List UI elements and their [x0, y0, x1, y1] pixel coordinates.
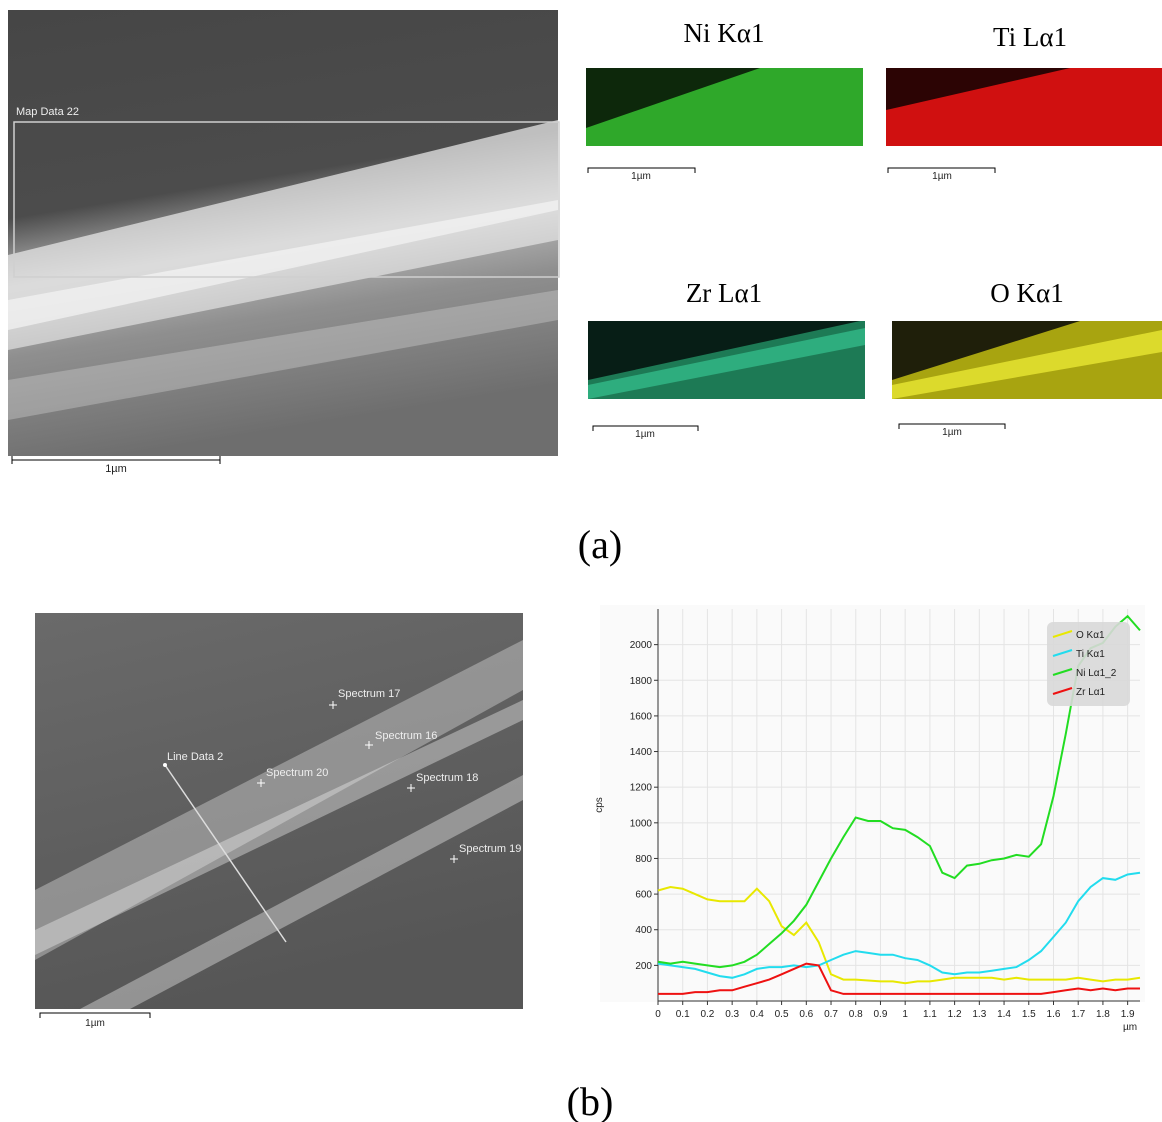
scale-label: 1µm — [631, 171, 651, 182]
sem-image-a — [8, 10, 560, 456]
data-line — [657, 871, 1141, 979]
x-tick-label: 0.3 — [725, 1009, 739, 1020]
spectrum-label: Spectrum 20 — [266, 767, 328, 779]
sem-image-b — [35, 613, 523, 1009]
y-tick-label: 1800 — [630, 676, 653, 687]
x-tick-label: 1.6 — [1047, 1009, 1061, 1020]
scale-label: 1µm — [105, 463, 127, 475]
spectrum-label: Spectrum 18 — [416, 772, 478, 784]
caption: (b) — [567, 1079, 614, 1122]
scale-bar — [39, 1012, 151, 1018]
x-tick-label: 0.5 — [775, 1009, 789, 1020]
x-tick-label: 1 — [902, 1009, 908, 1020]
legend-swatch — [1052, 687, 1073, 695]
legend-swatch — [1052, 649, 1073, 657]
x-tick-label: 1.7 — [1071, 1009, 1085, 1020]
y-tick-label: 800 — [635, 854, 652, 865]
map-label: Map Data 22 — [16, 106, 79, 118]
x-tick-label: 0.2 — [700, 1009, 714, 1020]
y-axis-label: cps — [594, 797, 605, 813]
y-tick-label: 400 — [635, 925, 652, 936]
data-line — [657, 885, 1141, 985]
x-tick-label: 0 — [655, 1009, 661, 1020]
x-tick-label: 1.8 — [1096, 1009, 1110, 1020]
x-tick-label: 1.3 — [972, 1009, 986, 1020]
element-map — [586, 68, 1162, 399]
y-tick-label: 200 — [635, 961, 652, 972]
spectrum-label: Spectrum 17 — [338, 688, 400, 700]
scale-bars — [587, 167, 1006, 431]
x-tick-label: 1.5 — [1022, 1009, 1036, 1020]
legend-swatch — [1052, 668, 1073, 676]
x-tick-label: 0.6 — [799, 1009, 813, 1020]
map-title: Ti Lα1 — [993, 22, 1067, 52]
map-title: Zr Lα1 — [686, 278, 762, 308]
spectrum-label: Spectrum 16 — [375, 730, 437, 742]
spectrum-label: Spectrum 19 — [459, 843, 521, 855]
caption: (a) — [578, 522, 622, 567]
scale-label: 1µm — [85, 1018, 105, 1029]
y-tick-label: 1400 — [630, 747, 653, 758]
x-tick-label: 1.4 — [997, 1009, 1011, 1020]
map-title: Ni Kα1 — [684, 18, 765, 48]
chart: 200 400 600 800 1000 1200 1400 1600 1800 2000 0 0.1… — [630, 609, 1141, 1020]
x-tick-label: 1.1 — [923, 1009, 937, 1020]
y-tick-label: 2000 — [630, 640, 653, 651]
x-axis-label: µm — [1123, 1022, 1137, 1033]
y-tick-label: 1600 — [630, 711, 653, 722]
legend-label: Ti Kα1 — [1076, 649, 1105, 660]
y-tick-label: 600 — [635, 890, 652, 901]
y-tick-label: 1200 — [630, 783, 653, 794]
legend-box — [1047, 622, 1130, 706]
scale-label: 1µm — [942, 427, 962, 438]
x-tick-label: 0.1 — [676, 1009, 690, 1020]
x-tick-label: 1.9 — [1121, 1009, 1135, 1020]
x-tick-label: 1.2 — [948, 1009, 962, 1020]
legend-label: Zr Lα1 — [1076, 687, 1106, 698]
y-tick-label: 1000 — [630, 818, 653, 829]
x-tick-label: 0.8 — [849, 1009, 863, 1020]
legend-label: O Kα1 — [1076, 630, 1105, 641]
x-tick-label: 0.4 — [750, 1009, 764, 1020]
x-tick-label: 0.9 — [874, 1009, 888, 1020]
x-tick-label: 0.7 — [824, 1009, 838, 1020]
data-line — [658, 962, 1140, 995]
map-title: O Kα1 — [990, 278, 1063, 308]
scale-label: 1µm — [932, 171, 952, 182]
scale-label: 1µm — [635, 429, 655, 440]
legend-swatch — [1052, 630, 1073, 638]
line-label: Line Data 2 — [167, 751, 223, 763]
legend-label: Ni Lα1_2 — [1076, 668, 1117, 679]
data-line — [657, 614, 1141, 969]
